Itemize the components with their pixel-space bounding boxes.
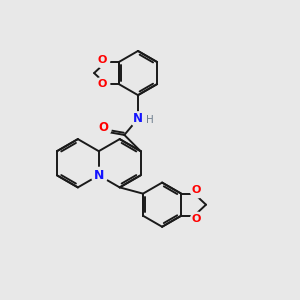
Text: O: O <box>192 214 201 224</box>
Text: O: O <box>98 122 108 134</box>
Text: O: O <box>98 79 107 89</box>
Text: H: H <box>146 115 154 125</box>
Text: O: O <box>98 55 107 65</box>
Text: N: N <box>133 112 143 125</box>
Text: O: O <box>192 185 201 195</box>
Text: N: N <box>94 169 104 182</box>
